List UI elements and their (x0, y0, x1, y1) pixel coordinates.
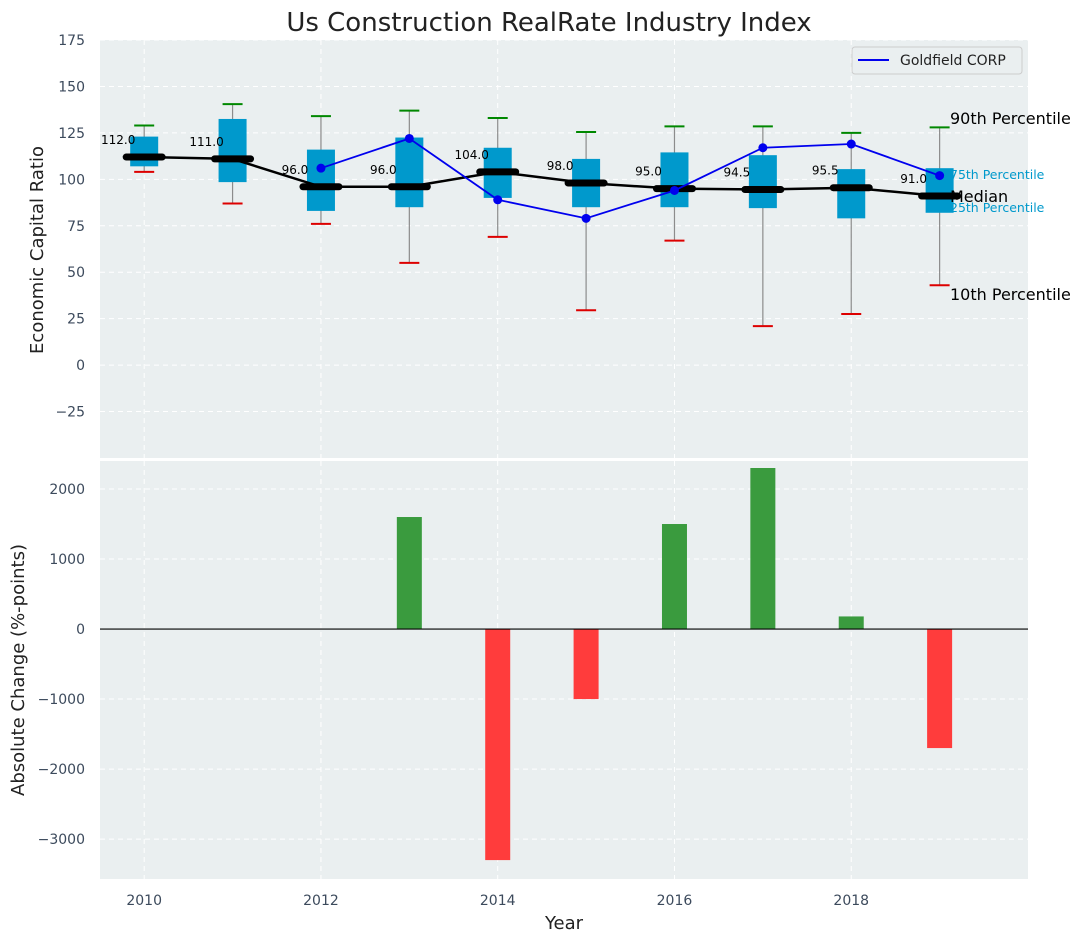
percentile-annotations: 90th Percentile 75th Percentile Median 2… (950, 109, 1071, 304)
bottom-plot-area (100, 461, 1028, 879)
top-panel: −25 0 25 50 75 100 125 150 175 112.0 111.0 96.0 96.… (27, 33, 1071, 458)
company-point (404, 133, 414, 143)
median-annotation: Median (950, 187, 1008, 206)
p75-annotation: 75th Percentile (950, 167, 1045, 182)
median-value-label: 95.0 (635, 165, 662, 179)
x-axis-title: Year (544, 913, 584, 934)
iqr-box (306, 149, 335, 211)
iqr-box (660, 152, 689, 208)
median-value-label: 104.0 (455, 148, 489, 162)
bottom-y-axis-title: Absolute Change (%-points) (8, 544, 29, 796)
median-line (144, 155, 940, 198)
top-y-tick-label: 100 (58, 172, 85, 188)
median-value-label: 95.5 (812, 164, 839, 178)
median-value-label: 112.0 (101, 133, 135, 147)
bottom-y-tick-label: −1000 (38, 692, 85, 708)
bottom-y-tick-label: −3000 (38, 832, 85, 848)
top-y-tick-label: 0 (76, 358, 85, 374)
iqr-box (130, 136, 159, 167)
x-tick-label: 2014 (480, 893, 516, 909)
iqr-box (748, 155, 777, 209)
top-y-tick-label: 175 (58, 33, 85, 49)
company-point (846, 139, 856, 149)
p90-annotation: 90th Percentile (950, 109, 1071, 128)
legend: Goldfield CORP (851, 46, 1023, 75)
change-bar (750, 468, 776, 630)
company-point (669, 185, 679, 195)
x-ticks: 2010 2012 2014 2016 2018 (126, 893, 869, 909)
change-bar (927, 629, 953, 749)
change-bar (661, 524, 687, 630)
x-tick-label: 2010 (126, 893, 162, 909)
change-bar (485, 629, 511, 861)
x-tick-label: 2012 (303, 893, 339, 909)
legend-box (851, 46, 1023, 75)
bottom-y-tick-label: −2000 (38, 762, 85, 778)
top-y-axis-title: Economic Capital Ratio (27, 146, 48, 354)
company-point (316, 163, 326, 173)
bottom-y-ticks: −3000 −2000 −1000 0 1000 2000 (38, 482, 85, 848)
iqr-box (395, 137, 424, 208)
x-tick-label: 2018 (833, 893, 869, 909)
legend-label: Goldfield CORP (900, 53, 1006, 69)
median-value-label: 111.0 (189, 135, 223, 149)
top-y-ticks: −25 0 25 50 75 100 125 150 175 (55, 33, 85, 421)
median-value-label: 94.5 (723, 166, 750, 180)
change-bar (838, 616, 864, 630)
chart-title: Us Construction RealRate Industry Index (286, 8, 811, 38)
change-bar (396, 517, 422, 630)
company-series (316, 133, 945, 223)
bottom-y-tick-label: 1000 (49, 552, 85, 568)
top-y-tick-label: 150 (58, 79, 85, 95)
median-value-label: 96.0 (282, 163, 309, 177)
bottom-y-tick-label: 0 (76, 622, 85, 638)
top-y-tick-label: 125 (58, 126, 85, 142)
company-point (758, 143, 768, 153)
median-value-label: 98.0 (547, 159, 574, 173)
company-point (493, 195, 503, 205)
top-y-tick-label: −25 (55, 405, 85, 421)
company-point (935, 171, 945, 181)
top-y-tick-label: 50 (67, 265, 85, 281)
iqr-box (837, 169, 866, 219)
top-y-tick-label: 75 (67, 219, 85, 235)
top-y-tick-label: 25 (67, 312, 85, 328)
x-tick-label: 2016 (657, 893, 693, 909)
median-value-label: 96.0 (370, 163, 397, 177)
p10-annotation: 10th Percentile (950, 285, 1071, 304)
iqr-box (218, 118, 247, 183)
median-series: 112.0 111.0 96.0 96.0 104.0 98.0 95.0 94.5 95.5 9… (101, 133, 962, 200)
p25-annotation: 25th Percentile (950, 200, 1045, 215)
top-plot-area (100, 40, 1028, 458)
bar-series (396, 468, 953, 861)
change-bar (573, 629, 599, 700)
median-value-label: 91.0 (900, 172, 927, 186)
company-point (581, 213, 591, 223)
bottom-y-tick-label: 2000 (49, 482, 85, 498)
company-line (320, 137, 940, 220)
box-series (130, 103, 954, 328)
